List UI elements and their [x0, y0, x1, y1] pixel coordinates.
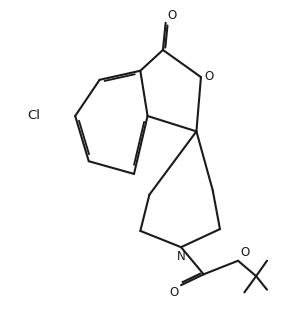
Text: O: O [167, 8, 176, 22]
Text: O: O [241, 246, 250, 259]
Text: Cl: Cl [27, 110, 40, 122]
Text: O: O [169, 286, 179, 300]
Text: O: O [204, 70, 213, 83]
Text: N: N [177, 250, 185, 263]
